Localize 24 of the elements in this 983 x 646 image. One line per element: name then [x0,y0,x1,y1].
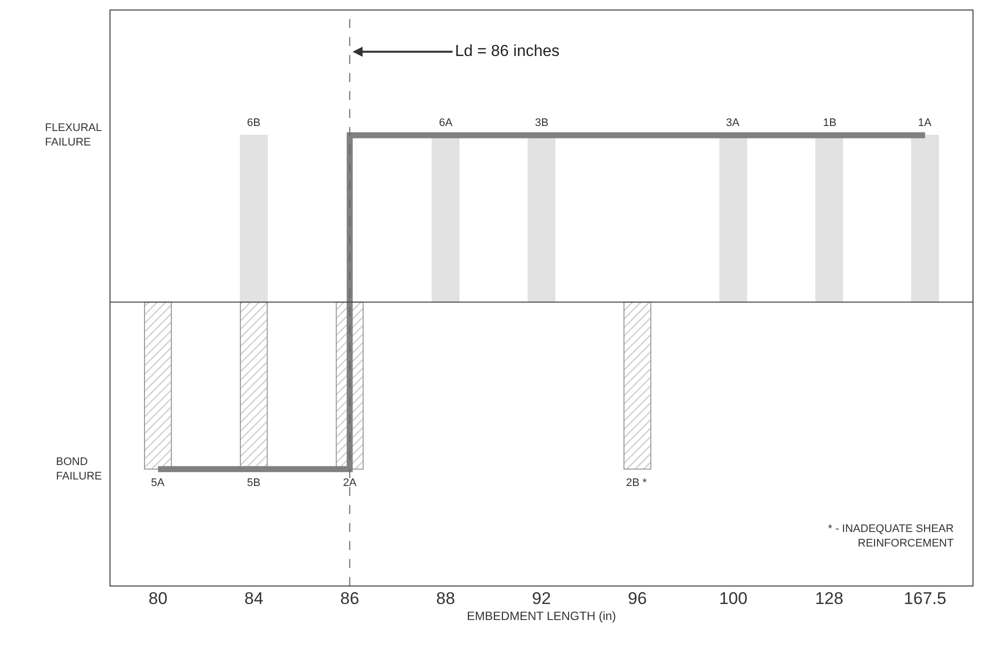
annotation: 6A [439,117,454,129]
annotation: 2B * [626,477,648,489]
annotation: 1A [918,117,932,129]
annotation: 5A [151,477,166,489]
annotation: 6B [247,117,260,129]
x-tick-label: 80 [148,589,168,608]
x-tick-label: 88 [436,589,456,608]
x-tick-label: 86 [340,589,360,608]
x-tick-label: 167.5 [904,589,946,608]
x-tick-label: 96 [628,589,647,608]
annotation: 1B [823,117,836,129]
x-tick-label: 100 [719,589,748,608]
x-axis-title: EMBEDMENT LENGTH (in) [466,608,616,623]
text: BOND FAILURE [56,456,102,482]
x-tick-label: 128 [814,589,844,608]
text: * - INADEQUATE SHEAR REINFORCEMENT [828,523,954,550]
annotation: 5B [247,477,260,489]
annotation: 3B [535,117,548,129]
ref-line-label: Ld = 86 inches [455,43,560,60]
x-tick-label: 92 [532,589,551,608]
annotation: 3A [726,117,740,129]
annotation: 2A [343,477,358,489]
x-tick-label: 84 [244,589,264,608]
text: FLEXURAL FAILURE [45,122,102,148]
